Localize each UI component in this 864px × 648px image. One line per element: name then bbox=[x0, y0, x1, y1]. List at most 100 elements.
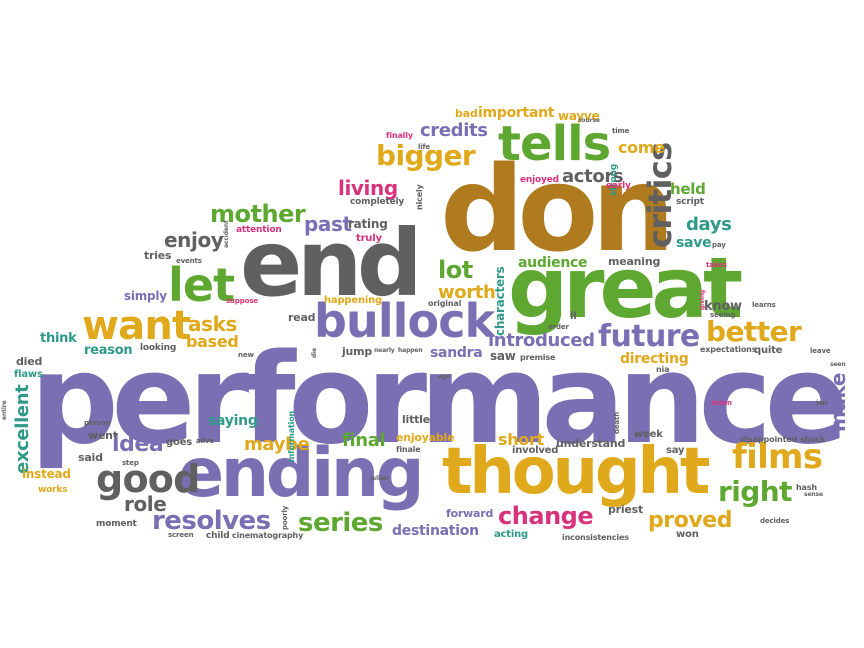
word-accident: accident bbox=[223, 220, 230, 248]
word-new: new bbox=[238, 351, 254, 359]
word-information: information bbox=[287, 410, 296, 462]
word-life: life bbox=[418, 143, 431, 151]
word-short: short bbox=[498, 430, 544, 449]
word-person: person bbox=[84, 419, 111, 427]
word-flaws: flaws bbox=[14, 369, 43, 380]
word-poorly: poorly bbox=[281, 505, 289, 530]
word-early: early bbox=[606, 181, 631, 191]
word-know: know bbox=[704, 299, 742, 314]
word-reason: reason bbox=[84, 343, 133, 358]
word-works: works bbox=[38, 485, 68, 495]
word-cinematography: cinematography bbox=[232, 531, 304, 540]
word-don: don bbox=[440, 140, 675, 278]
word-attention: attention bbox=[236, 225, 282, 235]
word-make: make bbox=[826, 372, 850, 432]
word-ago: ago bbox=[438, 373, 451, 380]
word-nicely: nicely bbox=[415, 184, 424, 210]
word-went: went bbox=[88, 429, 118, 442]
word-tries: tries bbox=[144, 249, 172, 262]
word-audience: audience bbox=[518, 255, 588, 271]
word-saying: saying bbox=[208, 413, 258, 429]
word-end: end bbox=[240, 210, 423, 317]
word-learns: learns bbox=[752, 301, 776, 309]
word-time: time bbox=[612, 127, 630, 135]
word-pay: pay bbox=[712, 241, 726, 249]
word-forward: forward bbox=[446, 507, 494, 520]
word-premise: premise bbox=[520, 353, 556, 362]
word-better: better bbox=[706, 315, 802, 348]
word-script: script bbox=[676, 197, 704, 207]
word-living: living bbox=[338, 176, 398, 200]
word-actors: actors bbox=[562, 166, 624, 187]
word-enjoy: enjoy bbox=[164, 228, 224, 252]
word-maybe: maybe bbox=[244, 434, 310, 455]
word-truly: truly bbox=[356, 233, 382, 244]
word-meaning: meaning bbox=[608, 255, 661, 268]
word-read: read bbox=[288, 311, 316, 324]
word-alive: alive bbox=[196, 437, 215, 445]
word-nearly: nearly bbox=[374, 347, 395, 354]
word-characters: characters bbox=[493, 266, 507, 336]
word-won: won bbox=[676, 529, 699, 540]
word-step: step bbox=[122, 459, 139, 467]
word-rating: rating bbox=[348, 217, 388, 231]
word-final: final bbox=[342, 430, 386, 451]
word-good: good bbox=[96, 457, 200, 501]
word-right: right bbox=[718, 475, 793, 508]
word-ending: ending bbox=[178, 434, 425, 513]
word-course: course bbox=[578, 117, 600, 124]
word-takes: takes bbox=[706, 261, 727, 269]
word-understand: understand bbox=[556, 437, 626, 450]
word-resolves: resolves bbox=[152, 506, 271, 536]
word-want: want bbox=[82, 303, 191, 349]
word-die: die bbox=[311, 347, 318, 358]
word-sandra: sandra bbox=[430, 345, 483, 361]
word-future: future bbox=[598, 319, 700, 354]
word-leave: leave bbox=[810, 347, 831, 355]
word-idea: idea bbox=[112, 432, 164, 457]
word-child: child bbox=[206, 531, 230, 541]
word-nia: nia bbox=[656, 365, 670, 374]
word-bullock: bullock bbox=[314, 294, 495, 348]
word-quite: quite bbox=[754, 345, 783, 356]
word-death: death bbox=[613, 411, 621, 434]
word-worth: worth bbox=[438, 282, 496, 303]
word-credits: credits bbox=[420, 120, 488, 141]
word-finale: finale bbox=[396, 445, 421, 454]
word-bad: bad bbox=[455, 107, 478, 120]
word-proved: proved bbox=[648, 508, 733, 533]
word-entire: entire bbox=[1, 400, 8, 420]
word-seeing: seeing bbox=[710, 311, 736, 319]
word-little: little bbox=[402, 413, 430, 426]
word-lot: lot bbox=[438, 256, 473, 284]
word-come: come bbox=[618, 138, 665, 157]
word-suppose: suppose bbox=[226, 297, 258, 305]
word-let: let bbox=[168, 258, 235, 312]
word-hash: hash bbox=[796, 483, 817, 492]
word-great: great bbox=[508, 239, 743, 337]
word-goes: goes bbox=[166, 437, 192, 448]
word-role: role bbox=[124, 492, 167, 516]
word-enjoyable: enjoyable bbox=[396, 431, 455, 444]
word-giving: giving bbox=[699, 289, 706, 310]
word-ll: ll bbox=[570, 311, 577, 322]
word-week: week bbox=[634, 429, 663, 440]
word-introduced: introduced bbox=[488, 330, 595, 351]
word-decides: decides bbox=[760, 517, 790, 525]
word-happen: happen bbox=[398, 347, 423, 354]
word-important: important bbox=[478, 105, 555, 121]
word-finally: finally bbox=[386, 131, 413, 140]
word-disappointed: disappointed bbox=[740, 435, 798, 444]
word-saw: saw bbox=[490, 349, 516, 363]
word-shock: shock bbox=[800, 435, 826, 444]
word-seen: seen bbox=[830, 361, 846, 368]
word-brain: brain bbox=[712, 399, 732, 407]
word-save: save bbox=[676, 235, 712, 251]
word-priest: priest bbox=[608, 503, 644, 516]
word-based: based bbox=[186, 332, 239, 351]
word-moment: moment bbox=[96, 519, 137, 529]
word-completely: completely bbox=[350, 197, 405, 207]
word-inconsistencies: inconsistencies bbox=[562, 533, 629, 542]
word-wayve: wayve bbox=[558, 109, 600, 123]
